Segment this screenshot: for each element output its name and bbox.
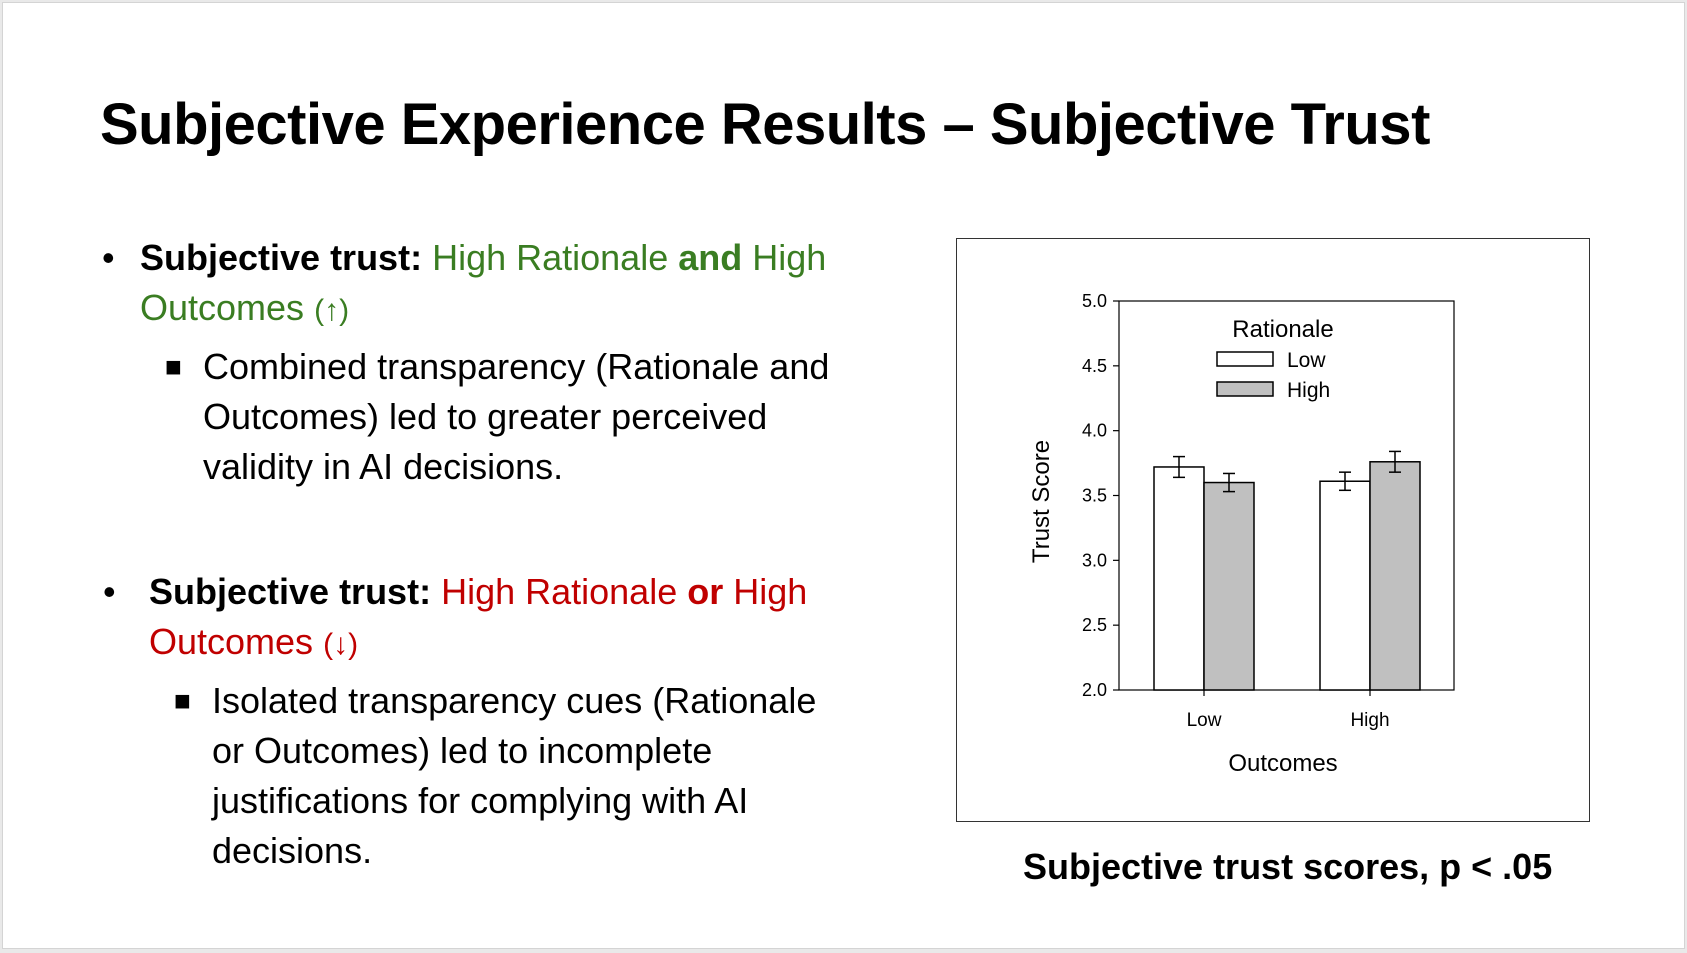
bullet-1-part2a: High [752,237,827,278]
legend-label: High [1287,379,1330,402]
bullet-1-sub-line: Outcomes) led to greater perceived [203,396,768,437]
y-tick-label: 4.5 [1082,356,1107,376]
bullet-1-part1: High Rationale [432,237,669,278]
bullet-1-sub-line: Combined transparency (Rationale and [203,346,830,387]
bullet-1-sub-line: validity in AI decisions. [203,446,564,487]
bullet-2-part2b: Outcomes [149,621,314,662]
square-bullet-icon: ■ [174,685,191,716]
legend-swatch-low [1216,351,1274,367]
bullet-2-sub-line: Isolated transparency cues (Rationale [212,680,817,721]
trust-score-chart: 2.0 2.5 3.0 3.5 4.0 4.5 5.0 Trust Score Low High O… [1028,291,1455,777]
y-tick-label: 3.0 [1082,550,1107,570]
bar-high-rationale [1203,481,1255,691]
bullet-dot: • [103,571,116,612]
y-tick-label: 4.0 [1082,421,1107,441]
y-tick-label: 5.0 [1082,291,1107,311]
bar-low-rationale [1153,466,1205,691]
bullet-2-sub: ■ Isolated transparency cues (Rationale … [174,676,817,876]
bullet-1-label: Subjective trust: [140,237,423,278]
y-tick-label: 3.5 [1082,486,1107,506]
bullet-2-sub-line: justifications for complying with AI [212,780,749,821]
bullet-1-part2b: Outcomes [140,287,305,328]
bullet-list: • Subjective trust: High Rationale and H… [3,3,903,903]
legend-swatch-high [1216,381,1274,397]
chart-caption: Subjective trust scores, p < .05 [1023,846,1553,887]
bullet-2: • Subjective trust: High Rationale or Hi… [103,567,808,670]
bullet-1-sub: ■ Combined transparency (Rationale and O… [165,342,830,492]
y-tick-label: 2.0 [1082,680,1107,700]
bullet-2-sub-line: decisions. [212,830,373,871]
bullet-1: • Subjective trust: High Rationale and H… [102,233,827,336]
y-tick-label: 2.5 [1082,615,1107,635]
legend-title: Rationale [1232,316,1333,343]
down-arrow-icon: (↓) [323,628,359,661]
x-tick-label: Low [1187,710,1222,731]
square-bullet-icon: ■ [165,351,182,382]
x-axis-label: Outcomes [1228,750,1337,777]
bar-low-rationale [1319,480,1371,691]
chart-frame: 2.0 2.5 3.0 3.5 4.0 4.5 5.0 Trust Score Low High O… [956,238,1590,822]
slide-title: Subjective Experience Results – Subjecti… [100,92,1430,157]
bullet-dot: • [102,237,115,278]
bullet-1-conj: and [678,237,743,278]
y-axis-label: Trust Score [1028,440,1055,563]
bullet-2-part2a: High [733,571,808,612]
bullet-2-conj: or [687,571,724,612]
legend-label: Low [1287,349,1326,372]
x-tick-label: High [1350,710,1389,731]
bullet-2-part1: High Rationale [441,571,678,612]
up-arrow-icon: (↑) [314,294,350,327]
bar-high-rationale [1369,461,1421,691]
bullet-2-sub-line: or Outcomes) led to incomplete [212,730,713,771]
bullet-2-label: Subjective trust: [149,571,432,612]
